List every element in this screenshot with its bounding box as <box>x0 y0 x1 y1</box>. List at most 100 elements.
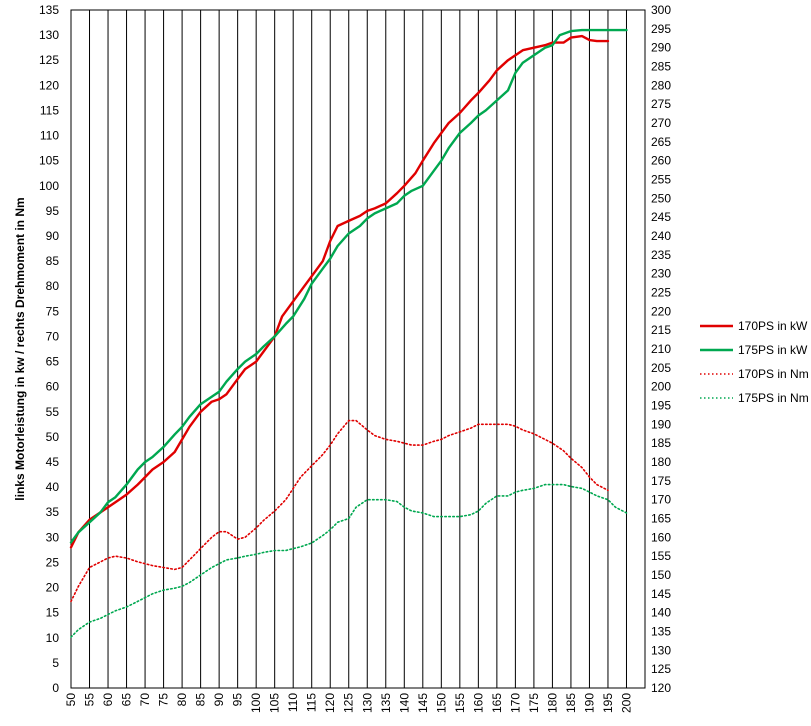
right-tick-label: 270 <box>651 116 671 130</box>
x-tick-label: 145 <box>416 693 430 713</box>
series-lines <box>69 28 628 638</box>
right-tick-label: 145 <box>651 587 671 601</box>
x-tick-label: 195 <box>601 693 615 713</box>
x-tick-label: 105 <box>268 693 282 713</box>
x-tick-label: 125 <box>342 693 356 713</box>
x-tick-label: 55 <box>83 693 97 707</box>
x-tick-label: 85 <box>194 693 208 707</box>
legend-label: 175PS in kW <box>738 343 808 357</box>
x-tick-label: 200 <box>619 693 633 713</box>
left-tick-label: 25 <box>46 555 60 569</box>
right-tick-label: 150 <box>651 568 671 582</box>
left-axis-tick-labels: 0 5 10 15 20 25 30 35 40 45 50 55 60 65 70 75 80 85 90 95 10… <box>39 3 59 695</box>
series-line-4 <box>70 483 628 638</box>
x-tick-label: 170 <box>508 693 522 713</box>
right-tick-label: 250 <box>651 191 671 205</box>
right-tick-label: 120 <box>651 681 671 695</box>
x-tick-label: 70 <box>138 693 152 707</box>
right-axis-tick-labels: 120 125 130 135 140 145 150 155 160 165 170 175 180 1… <box>651 3 671 695</box>
right-tick-label: 300 <box>651 3 671 17</box>
x-tick-label: 155 <box>453 693 467 713</box>
right-tick-label: 295 <box>651 22 671 36</box>
x-tick-label: 175 <box>527 693 541 713</box>
left-tick-label: 110 <box>40 129 59 143</box>
y-axis-label: links Motorleistung in kw / rechts Drehm… <box>13 197 27 500</box>
right-tick-label: 215 <box>651 323 671 337</box>
right-tick-label: 280 <box>651 78 671 92</box>
left-tick-label: 15 <box>46 606 60 620</box>
x-tick-label: 110 <box>286 693 300 712</box>
right-tick-label: 155 <box>651 549 671 563</box>
left-tick-label: 90 <box>46 229 60 243</box>
left-tick-label: 40 <box>46 480 60 494</box>
right-tick-label: 290 <box>651 41 671 55</box>
x-tick-label: 185 <box>564 693 578 713</box>
legend: 170PS in kW 175PS in kW 170PS in Nm 175PS i… <box>700 319 809 405</box>
right-tick-label: 140 <box>651 606 671 620</box>
x-tick-label: 95 <box>231 693 245 707</box>
legend-label: 175PS in Nm <box>738 391 809 405</box>
x-tick-label: 90 <box>212 693 226 707</box>
right-tick-label: 230 <box>651 267 671 281</box>
right-tick-label: 135 <box>651 625 671 639</box>
right-tick-label: 275 <box>651 97 671 111</box>
x-tick-label: 100 <box>249 693 263 713</box>
series-line-1 <box>69 34 610 549</box>
left-tick-label: 80 <box>46 279 60 293</box>
left-tick-label: 30 <box>46 530 60 544</box>
right-tick-label: 185 <box>651 436 671 450</box>
left-tick-label: 115 <box>40 103 59 117</box>
left-tick-label: 100 <box>39 179 59 193</box>
x-tick-label: 190 <box>582 693 596 713</box>
x-tick-label: 165 <box>490 693 504 713</box>
x-tick-label: 135 <box>379 693 393 713</box>
left-tick-label: 60 <box>46 380 60 394</box>
x-tick-label: 130 <box>360 693 374 713</box>
left-tick-label: 70 <box>46 329 60 343</box>
right-tick-label: 180 <box>651 455 671 469</box>
left-tick-label: 55 <box>46 405 60 419</box>
series-line-3 <box>70 419 609 603</box>
right-tick-label: 285 <box>651 60 671 74</box>
series-line-2 <box>69 28 628 544</box>
left-tick-label: 125 <box>39 53 59 67</box>
left-tick-label: 75 <box>46 304 60 318</box>
right-tick-label: 165 <box>651 512 671 526</box>
left-tick-label: 50 <box>46 430 60 444</box>
left-tick-label: 130 <box>39 28 59 42</box>
left-tick-label: 5 <box>52 656 59 670</box>
x-tick-label: 115 <box>305 693 319 712</box>
vertical-gridlines <box>70 10 627 688</box>
left-tick-label: 0 <box>52 681 59 695</box>
right-tick-label: 225 <box>651 286 671 300</box>
legend-label: 170PS in kW <box>738 319 808 333</box>
x-tick-label: 65 <box>120 693 134 707</box>
x-tick-label: 140 <box>397 693 411 713</box>
left-tick-label: 95 <box>46 204 60 218</box>
x-tick-label: 75 <box>157 693 171 707</box>
left-tick-label: 135 <box>39 3 59 17</box>
x-axis-tick-labels: 50 55 60 65 70 75 80 85 90 95 100 105 110 115 120 125 13… <box>64 693 633 713</box>
right-tick-label: 205 <box>651 361 671 375</box>
right-tick-label: 245 <box>651 210 671 224</box>
right-tick-label: 260 <box>651 154 671 168</box>
left-tick-label: 105 <box>39 154 59 168</box>
right-tick-label: 170 <box>651 493 671 507</box>
x-tick-label: 180 <box>545 693 559 713</box>
right-tick-label: 190 <box>651 417 671 431</box>
left-tick-label: 65 <box>46 355 60 369</box>
left-tick-label: 120 <box>39 78 59 92</box>
legend-label: 170PS in Nm <box>738 367 809 381</box>
right-tick-label: 255 <box>651 173 671 187</box>
left-tick-label: 85 <box>46 254 60 268</box>
right-tick-label: 265 <box>651 135 671 149</box>
right-tick-label: 200 <box>651 380 671 394</box>
right-tick-label: 130 <box>651 643 671 657</box>
x-tick-label: 150 <box>434 693 448 713</box>
right-tick-label: 220 <box>651 304 671 318</box>
right-tick-label: 235 <box>651 248 671 262</box>
x-tick-label: 50 <box>64 693 78 707</box>
x-tick-label: 120 <box>323 693 337 713</box>
left-tick-label: 45 <box>46 455 60 469</box>
right-tick-label: 195 <box>651 399 671 413</box>
